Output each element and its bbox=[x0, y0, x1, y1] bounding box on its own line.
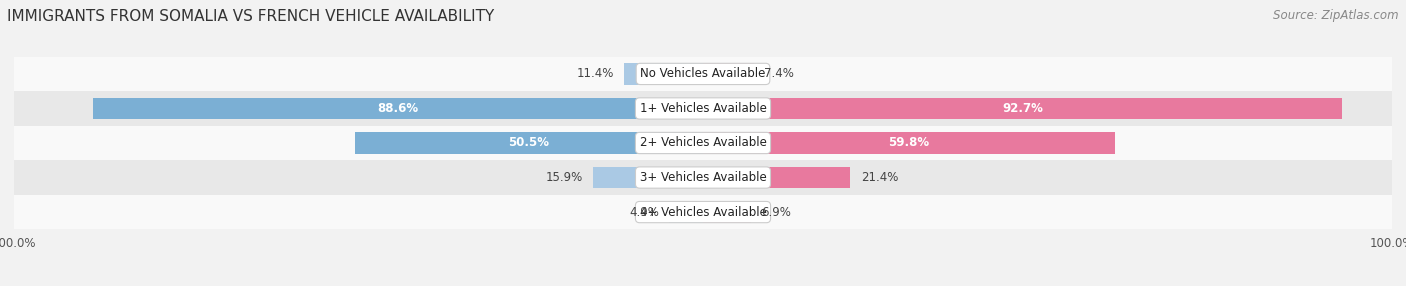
Text: Source: ZipAtlas.com: Source: ZipAtlas.com bbox=[1274, 9, 1399, 21]
Text: 7.4%: 7.4% bbox=[765, 67, 794, 80]
Bar bbox=[593, 167, 703, 188]
Bar bbox=[14, 195, 1392, 229]
Bar bbox=[14, 160, 1392, 195]
Text: 4+ Vehicles Available: 4+ Vehicles Available bbox=[640, 206, 766, 219]
Text: 21.4%: 21.4% bbox=[860, 171, 898, 184]
Bar bbox=[703, 98, 1341, 119]
Text: IMMIGRANTS FROM SOMALIA VS FRENCH VEHICLE AVAILABILITY: IMMIGRANTS FROM SOMALIA VS FRENCH VEHICL… bbox=[7, 9, 495, 23]
Text: 4.9%: 4.9% bbox=[628, 206, 659, 219]
Text: 11.4%: 11.4% bbox=[576, 67, 614, 80]
Bar bbox=[14, 57, 1392, 91]
Text: 92.7%: 92.7% bbox=[1002, 102, 1043, 115]
Bar bbox=[14, 126, 1392, 160]
Text: 88.6%: 88.6% bbox=[377, 102, 419, 115]
Bar bbox=[93, 98, 703, 119]
Text: 59.8%: 59.8% bbox=[889, 136, 929, 150]
Text: No Vehicles Available: No Vehicles Available bbox=[640, 67, 766, 80]
Bar bbox=[703, 63, 754, 85]
Bar bbox=[624, 63, 703, 85]
Text: 2+ Vehicles Available: 2+ Vehicles Available bbox=[640, 136, 766, 150]
Text: 3+ Vehicles Available: 3+ Vehicles Available bbox=[640, 171, 766, 184]
Text: 6.9%: 6.9% bbox=[761, 206, 790, 219]
Bar bbox=[14, 91, 1392, 126]
Bar bbox=[669, 201, 703, 223]
Bar bbox=[703, 167, 851, 188]
Bar bbox=[703, 132, 1115, 154]
Bar bbox=[703, 201, 751, 223]
Text: 1+ Vehicles Available: 1+ Vehicles Available bbox=[640, 102, 766, 115]
Bar bbox=[356, 132, 703, 154]
Text: 15.9%: 15.9% bbox=[546, 171, 583, 184]
Text: 50.5%: 50.5% bbox=[509, 136, 550, 150]
